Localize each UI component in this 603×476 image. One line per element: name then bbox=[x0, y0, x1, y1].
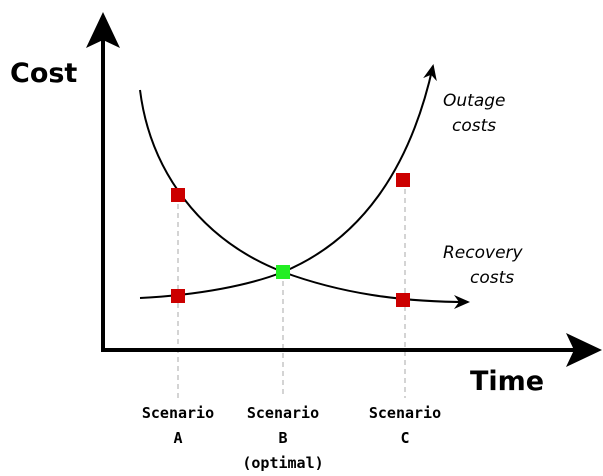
outage-curve bbox=[139, 64, 437, 299]
curve-label: costs bbox=[470, 268, 514, 288]
scenario-label: C bbox=[400, 429, 409, 447]
curve-label: Outage bbox=[443, 91, 506, 111]
optimal-point bbox=[276, 265, 290, 279]
scenario-label: Scenario bbox=[142, 404, 214, 422]
scenario-label: B bbox=[278, 429, 287, 447]
scenario-point bbox=[396, 173, 410, 187]
scenario-point bbox=[171, 188, 185, 202]
recovery-curve bbox=[139, 89, 470, 309]
x-axis-label: Time bbox=[470, 366, 544, 397]
curve-label: costs bbox=[452, 116, 496, 136]
scenario-label: Scenario bbox=[247, 404, 319, 422]
curve-label: Recovery bbox=[443, 243, 524, 263]
scenario-point bbox=[396, 293, 410, 307]
y-axis-label: Cost bbox=[10, 58, 77, 89]
scenario-label: A bbox=[173, 429, 182, 447]
x-axis-arrow bbox=[566, 333, 602, 367]
y-axis-arrow bbox=[86, 12, 120, 48]
scenario-label: Scenario bbox=[369, 404, 441, 422]
scenario-label: (optimal) bbox=[242, 454, 323, 472]
scenario-point bbox=[171, 289, 185, 303]
